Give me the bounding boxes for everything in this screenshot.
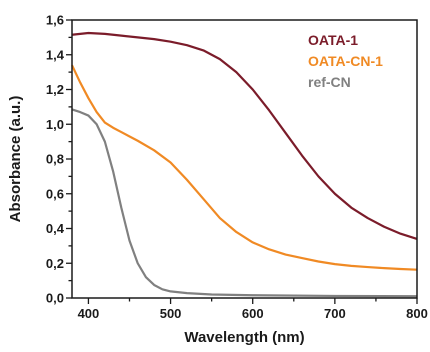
y-tick-label: 0,6 [46,186,64,201]
y-axis-title: Absorbance (a.u.) [7,96,24,223]
y-tick-label: 1,4 [46,47,65,62]
y-tick-label: 0,2 [46,256,64,271]
series-line-1 [71,31,418,240]
y-axis: 0,0 0,2 0,4 0,6 0,8 1,0 1,2 1,4 1,6 [46,13,72,306]
legend: OATA-1 OATA-CN-1 ref-CN [308,32,383,90]
y-tick-label: 0,4 [46,221,65,236]
x-tick-label: 600 [242,306,264,321]
x-axis-title: Wavelength (nm) [184,329,304,346]
x-tick-label: 800 [406,306,428,321]
y-tick-label: 1,0 [46,117,64,132]
x-axis: 400 500 600 700 800 [78,298,428,321]
y-tick-label: 0,0 [46,291,64,306]
series-line-2 [71,64,418,271]
legend-entry-3: ref-CN [308,74,351,90]
y-tick-label: 1,6 [46,13,64,28]
x-tick-label: 700 [324,306,346,321]
series-line-3 [71,108,418,298]
series-layer [71,31,418,298]
legend-entry-2: OATA-CN-1 [308,53,383,69]
x-tick-label: 500 [160,306,182,321]
legend-entry-1: OATA-1 [308,32,358,48]
y-tick-label: 0,8 [46,152,64,167]
y-tick-label: 1,2 [46,82,64,97]
x-tick-label: 400 [78,306,100,321]
